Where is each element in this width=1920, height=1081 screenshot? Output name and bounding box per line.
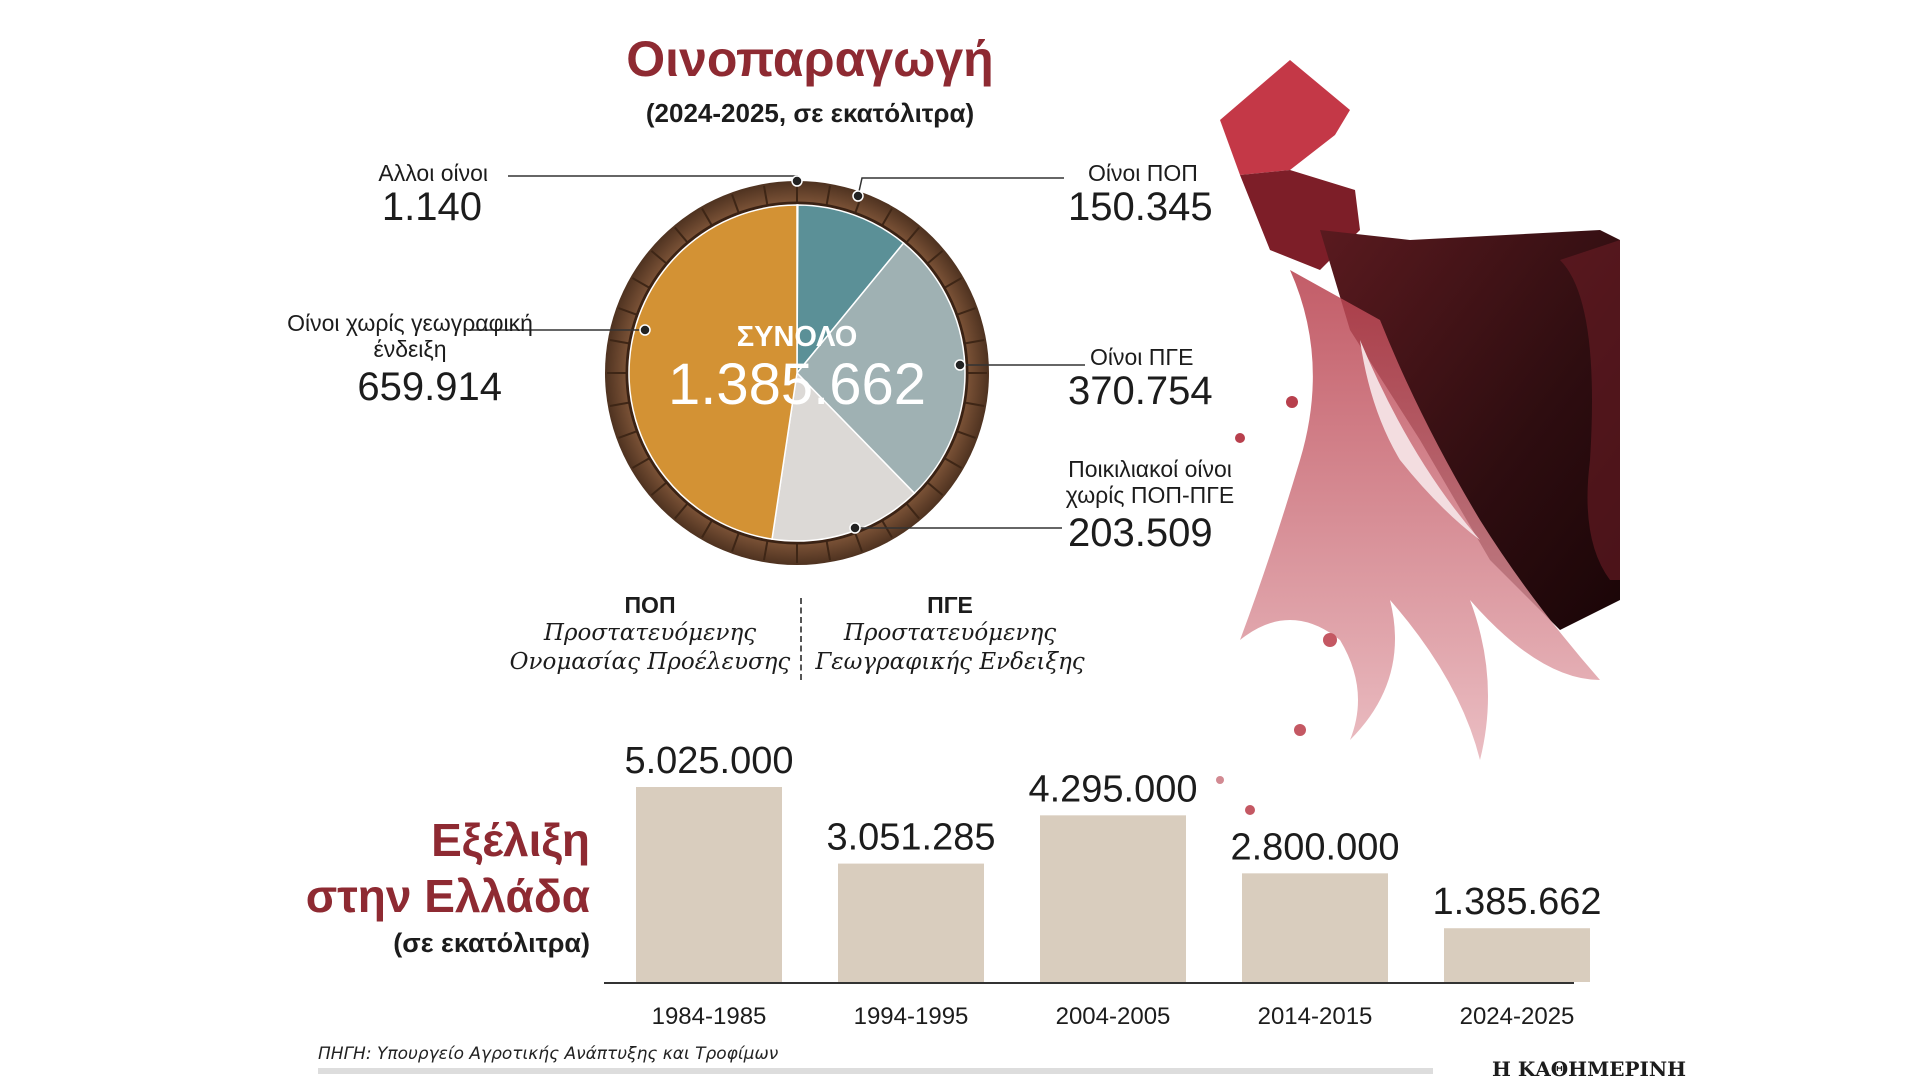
leader-pop xyxy=(857,177,1064,197)
pie-center-value: 1.385.662 xyxy=(668,352,926,417)
barrel-stave xyxy=(674,502,689,520)
barrel-stave xyxy=(956,430,976,439)
barrel-stave xyxy=(763,185,769,206)
barrel-stave xyxy=(618,307,638,316)
bar xyxy=(838,863,984,982)
slice-value-pop: 150.345 xyxy=(1068,185,1213,229)
legend-pge: ΠΓΕ Προστατευόμενης Γεωγραφικής Ενδειξης xyxy=(810,592,1090,677)
barrel-stave xyxy=(731,194,740,214)
bar-value-label: 2.800.000 xyxy=(1230,826,1399,868)
barrel-stave xyxy=(701,519,713,539)
pie-slice-nogeo xyxy=(628,204,798,540)
legend-pge-line1: Προστατευόμενης xyxy=(843,620,1057,646)
barrel-stave xyxy=(854,532,863,552)
bar xyxy=(1444,928,1590,982)
x-tick-label: 1994-1995 xyxy=(854,1003,969,1030)
leader-pop-dot xyxy=(852,190,864,202)
barrel-stave xyxy=(905,502,920,520)
barrel-stave xyxy=(926,481,944,496)
x-tick-label: 2004-2005 xyxy=(1056,1003,1171,1030)
legend-pop-abbr: ΠΟΠ xyxy=(624,592,676,618)
legend-pge-line2: Γεωγραφικής Ενδειξης xyxy=(815,649,1085,675)
bar-chart-unit: (σε εκατόλιτρα) xyxy=(393,928,590,958)
x-tick-label: 2024-2025 xyxy=(1460,1003,1575,1030)
barrel-stave xyxy=(631,457,651,469)
x-tick-label: 2014-2015 xyxy=(1258,1003,1373,1030)
legend-pop-line2: Ονομασίας Προέλευσης xyxy=(509,649,791,675)
barrel-stave xyxy=(701,207,713,227)
barrel-stave xyxy=(650,481,668,496)
slice-label-nogeo: Οίνοι χωρίς γεωγραφική ένδειξη xyxy=(287,310,533,362)
bar-value-label: 1.385.662 xyxy=(1432,881,1601,923)
bar xyxy=(636,787,782,982)
leader-other-dot xyxy=(791,175,803,187)
leader-varietal-dot xyxy=(849,522,861,534)
barrel-stave xyxy=(825,185,831,206)
barrel-stave xyxy=(674,226,689,244)
bar-value-label: 5.025.000 xyxy=(624,740,793,782)
footer-rule xyxy=(318,1068,1433,1074)
pie-slice-pop xyxy=(796,204,905,376)
bar xyxy=(1242,873,1388,982)
bar-heading-line1: Εξέλιξη xyxy=(431,814,590,866)
barrel-stave xyxy=(763,540,769,561)
bar-heading-line2: στην Ελλάδα xyxy=(305,870,590,922)
barrel-stave xyxy=(905,226,920,244)
publisher-logo: Η ΚΑΘΗΜΕΡΙΝΗ xyxy=(1492,1057,1687,1081)
bar xyxy=(1040,815,1186,982)
barrel-stave xyxy=(609,339,630,345)
slice-value-varietal: 203.509 xyxy=(1068,511,1213,555)
barrel-stave xyxy=(618,430,638,439)
barrel-stave xyxy=(881,207,893,227)
barrel-stave xyxy=(731,532,740,552)
wine-bottle-illustration xyxy=(1216,60,1620,815)
barrel-inner-ring xyxy=(625,201,969,545)
legend-pop: ΠΟΠ Προστατευόμενης Ονομασίας Προέλευσης xyxy=(500,592,800,677)
slice-label-pge: Οίνοι ΠΓΕ xyxy=(1090,344,1194,370)
barrel-stave xyxy=(825,540,831,561)
slice-label-varietal: Ποικιλιακοί οίνοι χωρίς ΠΟΠ-ΠΓΕ xyxy=(1065,456,1235,508)
leader-nogeo-dot xyxy=(639,324,651,336)
pie-slice-varietal xyxy=(771,371,916,542)
slice-value-pge: 370.754 xyxy=(1068,369,1213,413)
chart-subtitle: (2024-2025, σε εκατόλιτρα) xyxy=(645,98,975,128)
barrel-stave xyxy=(943,457,963,469)
barrel-stave xyxy=(650,250,668,265)
source-note: ΠΗΓΗ: Υπουργείο Αγροτικής Ανάπτυξης και … xyxy=(318,1044,779,1064)
chart-title: Οινοπαραγωγή xyxy=(626,31,994,87)
slice-value-other: 1.140 xyxy=(381,185,482,229)
barrel-stave xyxy=(609,401,630,407)
bar-value-label: 4.295.000 xyxy=(1028,768,1197,810)
barrel-stave xyxy=(943,277,963,289)
slice-value-nogeo: 659.914 xyxy=(357,365,502,409)
bar-chart-heading: Εξέλιξη στην Ελλάδα xyxy=(306,812,590,924)
barrel-stave xyxy=(926,250,944,265)
bar-value-label: 3.051.285 xyxy=(826,817,995,859)
barrel-stave xyxy=(964,401,985,407)
barrel-stave xyxy=(956,307,976,316)
slice-label-pop: Οίνοι ΠΟΠ xyxy=(1088,160,1198,186)
barrel-stave xyxy=(881,519,893,539)
barrel-stave xyxy=(631,277,651,289)
legend-pge-abbr: ΠΓΕ xyxy=(927,592,973,618)
x-tick-label: 1984-1985 xyxy=(652,1003,767,1030)
slice-label-other: Αλλοι οίνοι xyxy=(378,160,488,186)
legend-divider xyxy=(800,598,802,680)
pie-center-label: ΣΥΝΟΛΟ xyxy=(737,321,858,353)
barrel-stave xyxy=(964,339,985,345)
legend-pop-line1: Προστατευόμενης xyxy=(543,620,757,646)
leader-pge-dot xyxy=(954,359,966,371)
